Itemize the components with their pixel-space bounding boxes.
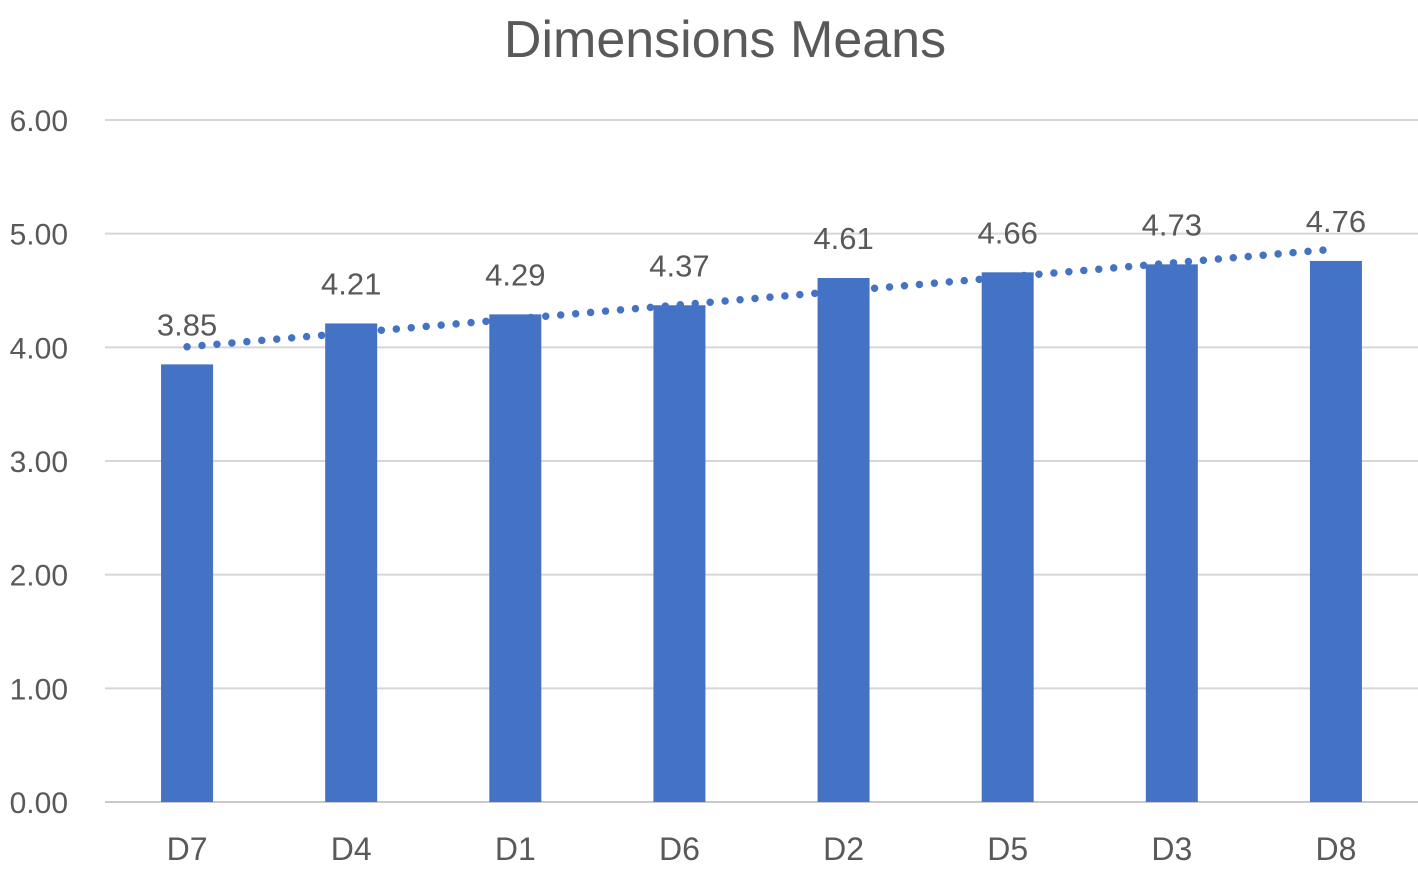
y-tick-label: 1.00 — [10, 673, 68, 706]
bar — [981, 272, 1034, 802]
category-label: D5 — [987, 831, 1028, 867]
bar — [489, 314, 542, 802]
data-label: 4.37 — [649, 248, 709, 283]
y-tick-label: 6.00 — [10, 105, 68, 138]
trendline-dotted — [183, 245, 1340, 351]
bar — [161, 364, 214, 802]
data-label: 4.21 — [321, 266, 381, 301]
y-tick-label: 0.00 — [10, 787, 68, 820]
bar — [653, 305, 706, 802]
data-label: 4.66 — [978, 215, 1038, 250]
category-label: D8 — [1315, 831, 1356, 867]
category-label: D6 — [659, 831, 700, 867]
category-label: D2 — [823, 831, 864, 867]
plot-area: 0.00 1.00 2.00 3.00 4.00 5.00 6.00 3.85 4.21 4.29… — [10, 105, 1418, 867]
category-label: D1 — [495, 831, 536, 867]
y-tick-label: 3.00 — [10, 446, 68, 479]
bar — [1309, 260, 1362, 802]
data-label: 3.85 — [157, 307, 217, 342]
data-label: 4.76 — [1306, 204, 1366, 239]
bar — [817, 277, 870, 802]
bar — [1145, 264, 1198, 802]
chart-title: Dimensions Means — [504, 11, 946, 69]
category-label: D7 — [167, 831, 208, 867]
y-tick-label: 2.00 — [10, 560, 68, 593]
y-tick-label: 5.00 — [10, 219, 68, 252]
data-label: 4.73 — [1142, 207, 1202, 242]
y-tick-label: 4.00 — [10, 332, 68, 365]
bar — [325, 323, 378, 802]
data-label: 4.61 — [813, 221, 873, 256]
category-label: D4 — [331, 831, 372, 867]
category-label: D3 — [1151, 831, 1192, 867]
data-label: 4.29 — [485, 257, 545, 292]
